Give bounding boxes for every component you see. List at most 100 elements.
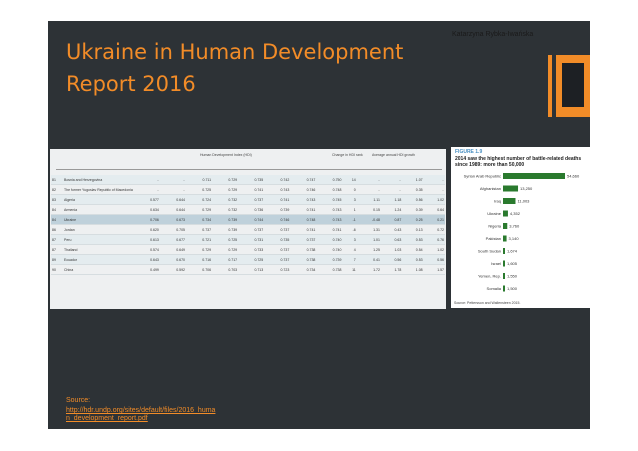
value-cell: 0.729 — [186, 245, 212, 255]
value-cell: 1.24 — [381, 205, 402, 215]
value-cell: 1.02 — [424, 195, 445, 205]
rank-cell: 86 — [51, 225, 63, 235]
category-label: Iraq — [494, 199, 501, 204]
value-cell: 0.649 — [160, 245, 186, 255]
value-cell: 0.742 — [264, 175, 290, 185]
value-cell: 0.53 — [402, 255, 423, 265]
table-row: 87 Peru 0.613 0.677 0.721 0.725 0.731 0.735 0.73… — [51, 235, 445, 245]
value-cell: 0.87 — [381, 215, 402, 225]
value-cell: 0.732 — [212, 205, 238, 215]
value-label: 1,674 — [507, 249, 518, 254]
hdi-table: 81 Bosnia and Herzegovina.... 0.711 0.729 0.… — [51, 175, 445, 275]
country-cell: Ecuador — [63, 255, 134, 265]
country-cell: Ukraine — [63, 215, 134, 225]
value-cell: 0.56 — [402, 195, 423, 205]
value-label: 1,550 — [507, 274, 518, 279]
value-cell: 0.577 — [134, 195, 160, 205]
value-cell: 0.63 — [381, 235, 402, 245]
value-cell: 0.741 — [316, 225, 342, 235]
value-cell: 1.78 — [381, 265, 402, 275]
value-cell: 14 — [342, 175, 356, 185]
figure-source: Source: Pettersson and Wallensteen 2015. — [454, 301, 520, 305]
value-cell: .. — [357, 185, 381, 195]
value-label: 11,003 — [517, 199, 530, 204]
value-cell: 1.01 — [357, 235, 381, 245]
table-row: 83 Algeria 0.577 0.644 0.724 0.732 0.737 0.741 0… — [51, 195, 445, 205]
value-cell: 0.732 — [212, 195, 238, 205]
category-label: Nigeria — [488, 224, 501, 229]
value-cell: 0.729 — [212, 185, 238, 195]
slide-title: Ukraine in Human Development Report 2016 — [66, 36, 446, 100]
value-cell: 0.705 — [160, 225, 186, 235]
category-label: Ukraine — [487, 211, 502, 216]
value-cell: .. — [160, 175, 186, 185]
value-cell: 0.723 — [264, 265, 290, 275]
table-row: 89 Ecuador 0.643 0.670 0.716 0.717 0.725 0.737 0… — [51, 255, 445, 265]
value-cell: 0.735 — [238, 175, 264, 185]
rank-cell: 90 — [51, 265, 63, 275]
value-cell: 0.734 — [186, 215, 212, 225]
author-name: Katarzyna Rybka-Iwańska — [452, 31, 533, 38]
value-cell: 0.39 — [402, 205, 423, 215]
value-label: 1,500 — [507, 286, 518, 291]
country-cell: Peru — [63, 235, 134, 245]
rank-cell: 84 — [51, 205, 63, 215]
value-cell: .. — [424, 185, 445, 195]
value-cell: 0.725 — [212, 235, 238, 245]
value-cell: 0.738 — [290, 245, 316, 255]
value-cell: 0.746 — [264, 215, 290, 225]
value-cell: 1.03 — [381, 245, 402, 255]
value-cell: 1.08 — [402, 265, 423, 275]
value-cell: 0.41 — [357, 255, 381, 265]
value-cell: 0.750 — [316, 175, 342, 185]
value-cell: .. — [134, 175, 160, 185]
value-cell: 0.644 — [160, 205, 186, 215]
value-cell: 0.643 — [134, 255, 160, 265]
value-cell: 0.737 — [238, 225, 264, 235]
bar — [503, 273, 505, 279]
bar-chart: Syrian Arab Republic 54,660Afghanistan 13,… — [451, 167, 590, 301]
value-cell: 1.18 — [381, 195, 402, 205]
figure-label: FIGURE 1.9 — [455, 149, 482, 155]
value-cell: 0.706 — [186, 265, 212, 275]
value-cell: 0.737 — [186, 225, 212, 235]
value-cell: 0.613 — [134, 235, 160, 245]
rank-cell: 84 — [51, 215, 63, 225]
rank-cell: 81 — [51, 175, 63, 185]
value-cell: 0.743 — [316, 215, 342, 225]
value-cell: 0.729 — [186, 205, 212, 215]
value-label: 13,250 — [520, 186, 533, 191]
value-cell: 0.736 — [238, 205, 264, 215]
value-cell: 0.670 — [160, 255, 186, 265]
value-cell: 0.738 — [316, 265, 342, 275]
value-cell: 0.53 — [402, 235, 423, 245]
value-cell: 0.725 — [238, 255, 264, 265]
header-change: Change in HDI rank — [332, 153, 363, 157]
value-label: 3,140 — [509, 236, 520, 241]
value-cell: 0.729 — [212, 245, 238, 255]
value-cell: 0.741 — [290, 205, 316, 215]
table-row: 86 Jordan 0.620 0.705 0.737 0.739 0.737 0.737 0.… — [51, 225, 445, 235]
bar — [503, 223, 507, 229]
value-cell: 1.31 — [357, 225, 381, 235]
country-cell: Thailand — [63, 245, 134, 255]
value-cell: 0.731 — [238, 235, 264, 245]
source-link[interactable]: http://hdr.undp.org/sites/default/files/… — [66, 407, 216, 423]
value-cell: 0.25 — [402, 215, 423, 225]
bar — [503, 248, 505, 254]
value-cell: 1.02 — [424, 245, 445, 255]
value-cell: 0.673 — [160, 215, 186, 225]
value-cell: 11 — [342, 265, 356, 275]
value-cell: .. — [160, 185, 186, 195]
value-cell: 0.735 — [264, 235, 290, 245]
country-cell: Bosnia and Herzegovina — [63, 175, 134, 185]
value-cell: 0.737 — [264, 245, 290, 255]
value-cell: -6 — [342, 225, 356, 235]
value-cell: 0.733 — [238, 245, 264, 255]
rank-cell: 82 — [51, 185, 63, 195]
bar — [503, 286, 505, 292]
header-growth: Average annual HDI growth — [372, 153, 415, 157]
hdi-table-header: Human Development Index (HDI) Change in … — [50, 149, 446, 175]
value-cell: 0.734 — [290, 265, 316, 275]
value-cell: 0.574 — [134, 245, 160, 255]
